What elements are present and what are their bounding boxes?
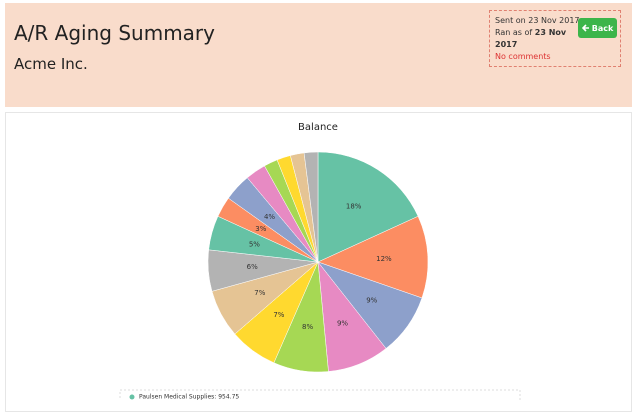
legend-box bbox=[119, 389, 521, 400]
pie-slice bbox=[303, 151, 319, 263]
sent-date: Sent on 23 Nov 2017 bbox=[495, 16, 580, 25]
slice-label: 5% bbox=[249, 240, 260, 248]
legend-label: Paulsen Medical Supplies: 954.75 bbox=[139, 394, 239, 401]
chart-title: Balance bbox=[298, 122, 338, 133]
ran-date: 23 Nov 2017 bbox=[495, 28, 567, 49]
slice-label: 4% bbox=[264, 213, 275, 221]
slice-label: 6% bbox=[247, 263, 258, 271]
slice-label: 12% bbox=[376, 255, 392, 263]
back-arrow bbox=[581, 24, 589, 32]
slice-label: 3% bbox=[255, 225, 266, 233]
legend-marker bbox=[129, 394, 135, 400]
slice-label: 7% bbox=[273, 311, 284, 319]
slice-label: 8% bbox=[302, 323, 313, 331]
ran-as-of: Ran as of 23 Nov 2017 bbox=[495, 27, 575, 51]
info-box: Sent on 23 Nov 2017 Ran as of 23 Nov 201… bbox=[489, 10, 621, 67]
slice-label: 9% bbox=[337, 319, 348, 327]
chart: Balance 18% 12% 9% 9% 8% 7% 7% 6% 5% 3% 4% Paulsen … bbox=[119, 122, 521, 401]
header: A/R Aging Summary Acme Inc. Sent on 23 N… bbox=[5, 3, 632, 107]
slice-label: 18% bbox=[346, 202, 362, 210]
back-button[interactable]: Back bbox=[578, 18, 617, 38]
page-title: A/R Aging Summary bbox=[14, 21, 215, 45]
ran-prefix: Ran as of bbox=[495, 28, 533, 37]
comments: No comments bbox=[495, 52, 551, 61]
pie-slice bbox=[317, 151, 419, 263]
page: A/R Aging Summary Acme Inc. Sent on 23 N… bbox=[5, 3, 632, 412]
slice-label: 9% bbox=[366, 296, 377, 304]
pie-slice bbox=[317, 215, 429, 299]
back-label[interactable]: Back bbox=[591, 23, 614, 33]
company-name: Acme Inc. bbox=[14, 55, 88, 73]
slice-label: 7% bbox=[254, 289, 265, 297]
